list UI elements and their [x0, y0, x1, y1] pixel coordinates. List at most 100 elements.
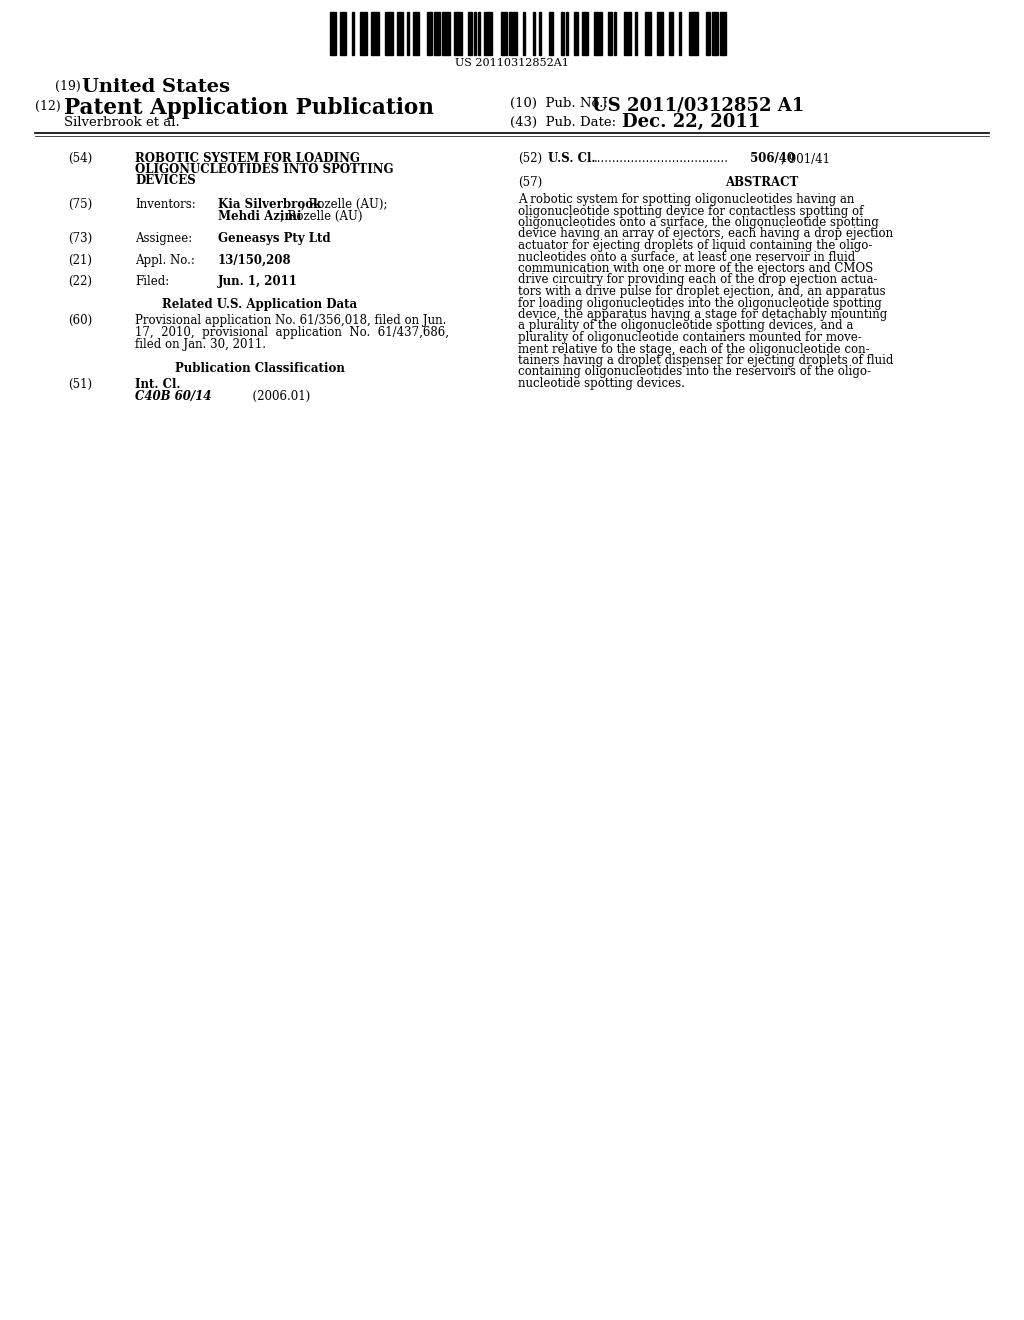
Bar [441, 12, 450, 55]
Text: ABSTRACT: ABSTRACT [725, 176, 799, 189]
Text: (2006.01): (2006.01) [215, 389, 310, 403]
Text: tors with a drive pulse for droplet ejection, and, an apparatus: tors with a drive pulse for droplet ejec… [518, 285, 886, 298]
Text: (60): (60) [68, 314, 92, 327]
Text: (10)  Pub. No.:: (10) Pub. No.: [510, 96, 616, 110]
Text: 17,  2010,  provisional  application  No.  61/437,686,: 17, 2010, provisional application No. 61… [135, 326, 449, 339]
Text: (57): (57) [518, 176, 543, 189]
Text: Inventors:: Inventors: [135, 198, 196, 211]
Text: oligonucleotide spotting device for contactless spotting of: oligonucleotide spotting device for cont… [518, 205, 863, 218]
Text: , Rozelle (AU): , Rozelle (AU) [280, 210, 362, 223]
Text: device, the apparatus having a stage for detachably mounting: device, the apparatus having a stage for… [518, 308, 887, 321]
Text: DEVICES: DEVICES [135, 174, 196, 187]
Bar [330, 12, 336, 55]
Text: 506/40: 506/40 [746, 152, 795, 165]
Bar [540, 12, 541, 55]
Bar [484, 12, 493, 55]
Text: device having an array of ejectors, each having a drop ejection: device having an array of ejectors, each… [518, 227, 893, 240]
Text: tainers having a droplet dispenser for ejecting droplets of fluid: tainers having a droplet dispenser for e… [518, 354, 893, 367]
Text: ....................................: .................................... [594, 152, 729, 165]
Bar [689, 12, 697, 55]
Text: , Rozelle (AU);: , Rozelle (AU); [301, 198, 387, 211]
Bar [561, 12, 563, 55]
Text: (75): (75) [68, 198, 92, 211]
Bar [523, 12, 525, 55]
Text: nucleotides onto a surface, at least one reservoir in fluid: nucleotides onto a surface, at least one… [518, 251, 855, 264]
Text: drive circuitry for providing each of the drop ejection actua-: drive circuitry for providing each of th… [518, 273, 878, 286]
Text: Int. Cl.: Int. Cl. [135, 378, 180, 391]
Bar [573, 12, 578, 55]
Text: 13/150,208: 13/150,208 [218, 253, 292, 267]
Text: communication with one or more of the ejectors and CMOS: communication with one or more of the ej… [518, 261, 873, 275]
Bar [340, 12, 346, 55]
Text: (52): (52) [518, 152, 542, 165]
Bar [360, 12, 367, 55]
Bar [352, 12, 354, 55]
Bar [679, 12, 681, 55]
Bar [468, 12, 472, 55]
Bar [608, 12, 612, 55]
Bar [371, 12, 379, 55]
Bar [594, 12, 602, 55]
Text: nucleotide spotting devices.: nucleotide spotting devices. [518, 378, 685, 389]
Bar [414, 12, 420, 55]
Text: Kia Silverbrook: Kia Silverbrook [218, 198, 322, 211]
Bar [549, 12, 553, 55]
Text: Assignee:: Assignee: [135, 232, 193, 246]
Text: ment relative to the stage, each of the oligonucleotide con-: ment relative to the stage, each of the … [518, 342, 869, 355]
Bar [712, 12, 718, 55]
Text: (43)  Pub. Date:: (43) Pub. Date: [510, 116, 616, 129]
Text: US 2011/0312852 A1: US 2011/0312852 A1 [592, 96, 804, 115]
Text: U.S. Cl.: U.S. Cl. [548, 152, 596, 165]
Text: ROBOTIC SYSTEM FOR LOADING: ROBOTIC SYSTEM FOR LOADING [135, 152, 359, 165]
Text: filed on Jan. 30, 2011.: filed on Jan. 30, 2011. [135, 338, 266, 351]
Bar [534, 12, 536, 55]
Bar [385, 12, 393, 55]
Text: for loading oligonucleotides into the oligonucleotide spotting: for loading oligonucleotides into the ol… [518, 297, 882, 309]
Text: Mehdi Azimi: Mehdi Azimi [218, 210, 301, 223]
Text: Provisional application No. 61/356,018, filed on Jun.: Provisional application No. 61/356,018, … [135, 314, 446, 327]
Bar [565, 12, 567, 55]
Text: (51): (51) [68, 378, 92, 391]
Text: oligonucleotides onto a surface, the oligonucleotide spotting: oligonucleotides onto a surface, the oli… [518, 216, 879, 228]
Text: plurality of oligonucleotide containers mounted for move-: plurality of oligonucleotide containers … [518, 331, 862, 345]
Text: actuator for ejecting droplets of liquid containing the oligo-: actuator for ejecting droplets of liquid… [518, 239, 872, 252]
Text: US 20110312852A1: US 20110312852A1 [455, 58, 569, 69]
Bar [509, 12, 517, 55]
Text: containing oligonucleotides into the reservoirs of the oligo-: containing oligonucleotides into the res… [518, 366, 871, 379]
Bar [625, 12, 631, 55]
Bar [478, 12, 480, 55]
Bar [501, 12, 507, 55]
Bar [454, 12, 462, 55]
Text: a plurality of the oligonucleotide spotting devices, and a: a plurality of the oligonucleotide spott… [518, 319, 853, 333]
Text: Filed:: Filed: [135, 275, 169, 288]
Text: C40B 60/14: C40B 60/14 [135, 389, 211, 403]
Text: (19): (19) [55, 81, 81, 92]
Bar [474, 12, 476, 55]
Bar [582, 12, 588, 55]
Text: Patent Application Publication: Patent Application Publication [63, 96, 434, 119]
Bar [397, 12, 403, 55]
Bar [657, 12, 663, 55]
Text: ; 901/41: ; 901/41 [781, 152, 830, 165]
Bar [669, 12, 673, 55]
Text: (22): (22) [68, 275, 92, 288]
Bar [614, 12, 616, 55]
Text: (73): (73) [68, 232, 92, 246]
Bar [720, 12, 726, 55]
Text: Publication Classification: Publication Classification [175, 362, 345, 375]
Bar [408, 12, 410, 55]
Text: Geneasys Pty Ltd: Geneasys Pty Ltd [218, 232, 331, 246]
Bar [427, 12, 431, 55]
Text: Silverbrook et al.: Silverbrook et al. [63, 116, 180, 129]
Bar [706, 12, 710, 55]
Text: (21): (21) [68, 253, 92, 267]
Text: A robotic system for spotting oligonucleotides having an: A robotic system for spotting oligonucle… [518, 193, 854, 206]
Text: Appl. No.:: Appl. No.: [135, 253, 195, 267]
Bar [635, 12, 637, 55]
Text: United States: United States [82, 78, 230, 96]
Text: Dec. 22, 2011: Dec. 22, 2011 [622, 114, 761, 131]
Text: (54): (54) [68, 152, 92, 165]
Text: Jun. 1, 2011: Jun. 1, 2011 [218, 275, 298, 288]
Text: OLIGONUCLEOTIDES INTO SPOTTING: OLIGONUCLEOTIDES INTO SPOTTING [135, 162, 393, 176]
Text: Related U.S. Application Data: Related U.S. Application Data [163, 298, 357, 312]
